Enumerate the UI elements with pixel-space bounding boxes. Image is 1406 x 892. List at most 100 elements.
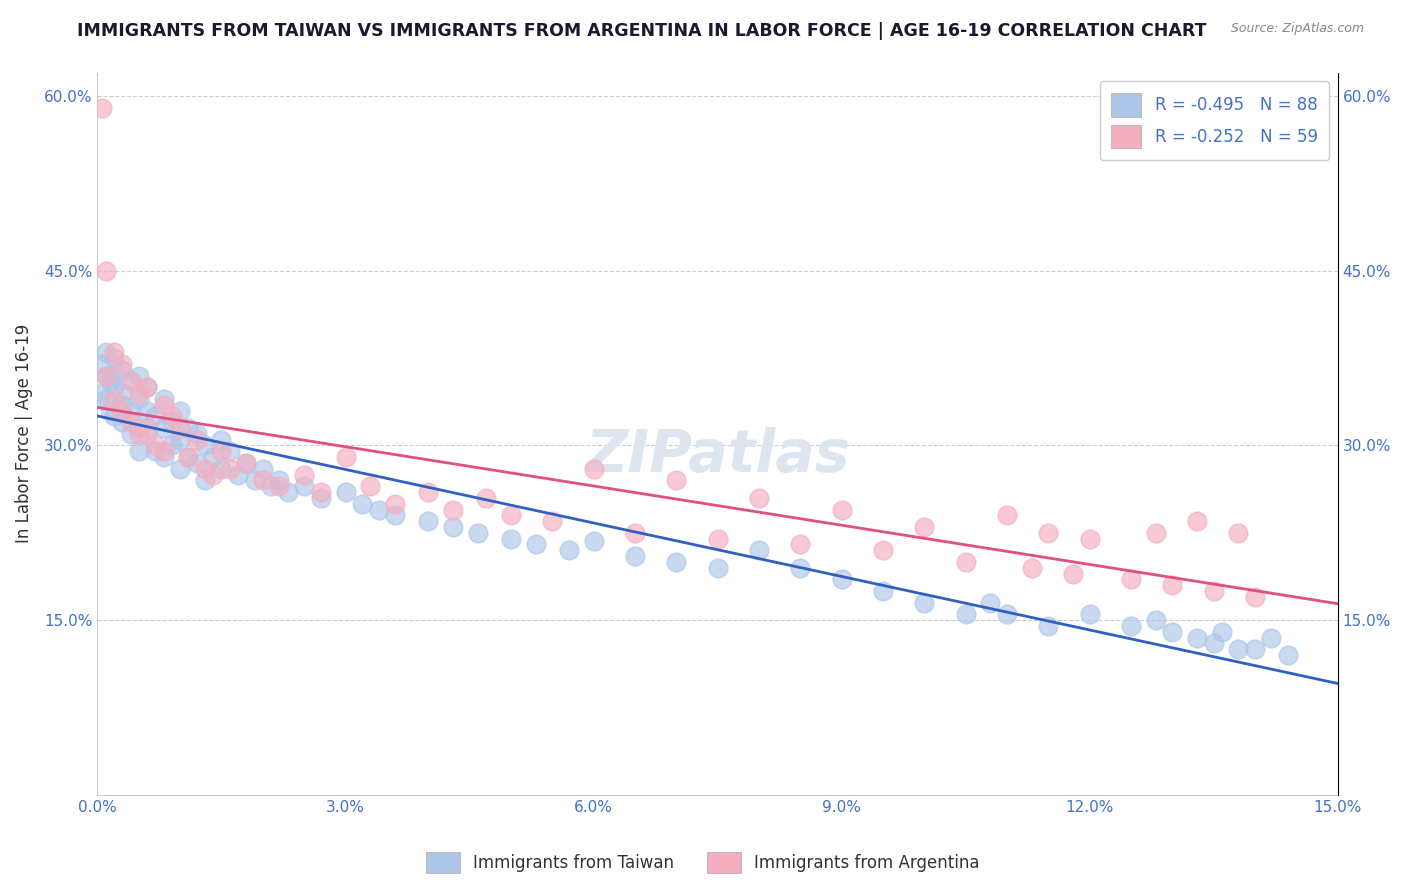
Point bbox=[136, 403, 159, 417]
Point bbox=[1021, 560, 1043, 574]
Point bbox=[177, 450, 200, 464]
Point bbox=[499, 532, 522, 546]
Point bbox=[103, 345, 125, 359]
Point bbox=[169, 433, 191, 447]
Point bbox=[160, 438, 183, 452]
Point bbox=[120, 375, 142, 389]
Point bbox=[467, 525, 489, 540]
Point bbox=[995, 508, 1018, 523]
Point bbox=[1244, 590, 1267, 604]
Point bbox=[128, 421, 150, 435]
Point bbox=[136, 380, 159, 394]
Point bbox=[269, 474, 291, 488]
Point bbox=[169, 421, 191, 435]
Point bbox=[706, 560, 728, 574]
Point bbox=[252, 462, 274, 476]
Point bbox=[582, 462, 605, 476]
Point bbox=[499, 508, 522, 523]
Point bbox=[152, 398, 174, 412]
Point bbox=[359, 479, 381, 493]
Point bbox=[111, 398, 134, 412]
Point bbox=[94, 368, 117, 383]
Point bbox=[136, 380, 159, 394]
Point bbox=[226, 467, 249, 482]
Point bbox=[1227, 525, 1250, 540]
Point bbox=[1161, 578, 1184, 592]
Point bbox=[665, 555, 688, 569]
Point bbox=[218, 444, 240, 458]
Point bbox=[367, 502, 389, 516]
Point bbox=[111, 363, 134, 377]
Point bbox=[243, 474, 266, 488]
Point bbox=[706, 532, 728, 546]
Point bbox=[350, 497, 373, 511]
Point bbox=[558, 543, 581, 558]
Point bbox=[1244, 642, 1267, 657]
Point bbox=[169, 403, 191, 417]
Point bbox=[103, 368, 125, 383]
Point bbox=[211, 444, 233, 458]
Point bbox=[111, 403, 134, 417]
Point bbox=[128, 444, 150, 458]
Point bbox=[418, 485, 440, 500]
Point bbox=[186, 433, 208, 447]
Point bbox=[475, 491, 498, 505]
Point bbox=[1062, 566, 1084, 581]
Point bbox=[177, 450, 200, 464]
Point bbox=[152, 450, 174, 464]
Point bbox=[143, 444, 166, 458]
Point bbox=[979, 596, 1001, 610]
Point bbox=[524, 537, 547, 551]
Point bbox=[94, 392, 117, 406]
Point bbox=[624, 549, 647, 563]
Point bbox=[98, 403, 121, 417]
Point bbox=[872, 584, 894, 599]
Point bbox=[292, 467, 315, 482]
Point bbox=[111, 386, 134, 401]
Point bbox=[1038, 619, 1060, 633]
Point bbox=[260, 479, 283, 493]
Point bbox=[211, 433, 233, 447]
Point bbox=[128, 392, 150, 406]
Point bbox=[1185, 514, 1208, 528]
Point bbox=[136, 426, 159, 441]
Point bbox=[335, 450, 357, 464]
Point bbox=[103, 351, 125, 366]
Point bbox=[1119, 572, 1142, 586]
Point bbox=[94, 345, 117, 359]
Point bbox=[186, 456, 208, 470]
Point bbox=[103, 380, 125, 394]
Point bbox=[309, 485, 332, 500]
Point bbox=[665, 474, 688, 488]
Point bbox=[1119, 619, 1142, 633]
Point bbox=[441, 502, 464, 516]
Legend: R = -0.495   N = 88, R = -0.252   N = 59: R = -0.495 N = 88, R = -0.252 N = 59 bbox=[1099, 81, 1329, 161]
Point bbox=[128, 426, 150, 441]
Point bbox=[90, 101, 112, 115]
Point bbox=[202, 450, 225, 464]
Point bbox=[912, 520, 935, 534]
Point bbox=[541, 514, 564, 528]
Point bbox=[1260, 631, 1282, 645]
Point bbox=[582, 533, 605, 548]
Point bbox=[120, 415, 142, 429]
Point bbox=[211, 462, 233, 476]
Y-axis label: In Labor Force | Age 16-19: In Labor Force | Age 16-19 bbox=[15, 324, 32, 543]
Point bbox=[1078, 607, 1101, 622]
Point bbox=[152, 421, 174, 435]
Point bbox=[955, 555, 977, 569]
Point bbox=[111, 357, 134, 371]
Text: Source: ZipAtlas.com: Source: ZipAtlas.com bbox=[1230, 22, 1364, 36]
Point bbox=[831, 502, 853, 516]
Point bbox=[194, 462, 217, 476]
Point bbox=[202, 467, 225, 482]
Point bbox=[624, 525, 647, 540]
Point bbox=[789, 537, 811, 551]
Point bbox=[194, 438, 217, 452]
Point bbox=[177, 421, 200, 435]
Point bbox=[90, 357, 112, 371]
Point bbox=[1202, 584, 1225, 599]
Point bbox=[94, 264, 117, 278]
Point bbox=[120, 403, 142, 417]
Point bbox=[252, 474, 274, 488]
